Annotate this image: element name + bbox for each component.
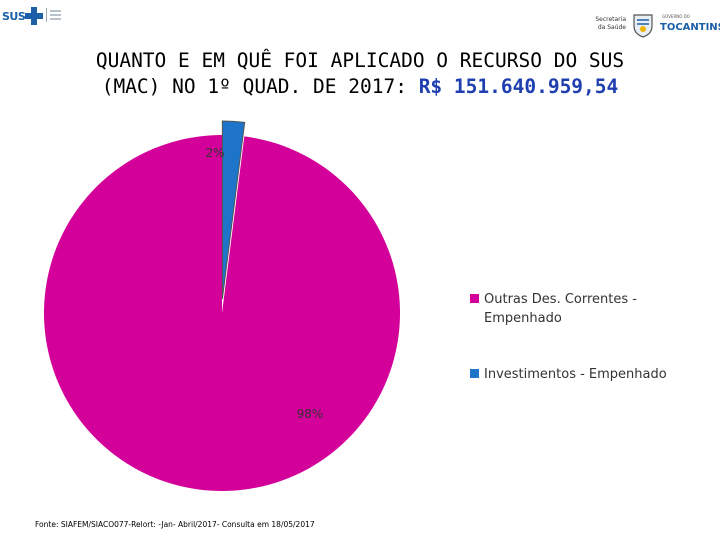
sus-logo-text: SUS xyxy=(2,10,26,23)
page-title: QUANTO E EM QUÊ FOI APLICADO O RECURSO D… xyxy=(0,48,720,100)
legend-swatch-investimentos xyxy=(470,369,479,378)
pie-slice-investimentos xyxy=(221,120,246,300)
legend-item-investimentos: Investimentos - Empenhado xyxy=(470,365,710,384)
state-crest-icon xyxy=(633,14,653,38)
source-note: Fonte: SIAFEM/SIACO077-Relort: -Jan- Abr… xyxy=(35,520,315,529)
state-gov-text: GOVERNO DO xyxy=(662,14,690,19)
state-name: TOCANTINS xyxy=(660,22,720,33)
secretaria-text: Secretaria da Saúde xyxy=(595,16,626,31)
legend-label-outras: Outras Des. Correntes - Empenhado xyxy=(484,292,637,326)
sus-ministry-mark xyxy=(46,8,63,22)
sus-logo: SUS xyxy=(2,4,62,28)
legend-swatch-outras xyxy=(470,294,479,303)
title-line-2: (MAC) NO 1º QUAD. DE 2017: R$ 151.640.95… xyxy=(0,74,720,100)
data-label-outras: 98% xyxy=(297,407,324,421)
title-line-2-prefix: (MAC) NO 1º QUAD. DE 2017: xyxy=(101,75,419,98)
legend-label-investimentos: Investimentos - Empenhado xyxy=(484,367,667,382)
data-label-investimentos: 2% xyxy=(205,146,224,160)
legend-item-outras: Outras Des. Correntes - Empenhado xyxy=(470,290,710,328)
pie-slice-outras xyxy=(44,134,401,492)
title-line-1: QUANTO E EM QUÊ FOI APLICADO O RECURSO D… xyxy=(95,49,625,72)
sus-cross-icon xyxy=(25,7,43,25)
title-amount: R$ 151.640.959,54 xyxy=(418,75,619,98)
tocantins-logo: Secretaria da Saúde GOVERNO DO TOCANTINS xyxy=(588,8,720,42)
